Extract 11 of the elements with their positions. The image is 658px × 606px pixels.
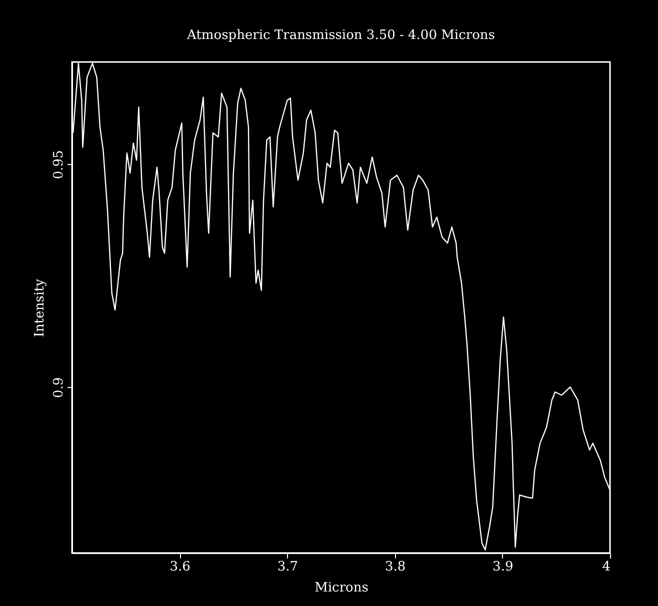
y-axis-title: Intensity xyxy=(32,278,48,338)
y-tick-label: 0.95 xyxy=(52,150,66,180)
chart-title: Atmospheric Transmission 3.50 - 4.00 Microns xyxy=(186,28,495,43)
x-tick-label: 3.6 xyxy=(170,560,190,574)
x-tick-label: 3.9 xyxy=(492,560,514,574)
line-series xyxy=(72,62,611,550)
x-tick-label: 3.7 xyxy=(277,560,298,574)
x-axis-title: Microns xyxy=(314,580,368,596)
x-tick-label: 3.8 xyxy=(384,560,406,574)
x-tick-label: 4 xyxy=(602,560,610,574)
y-tick-label: 0.9 xyxy=(52,377,66,398)
